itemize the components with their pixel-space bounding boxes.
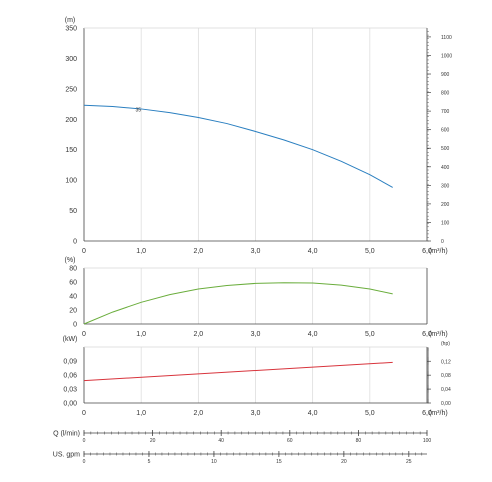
series-line	[83, 361, 393, 382]
y-axis-unit: (kW)	[63, 336, 78, 343]
x-tick-label: 6,0	[422, 410, 432, 417]
series-label: 35	[136, 107, 142, 113]
flow-tick-label: 10	[211, 459, 217, 465]
y2-tick-label: 0,08	[441, 373, 451, 379]
x-tick-label: 1,0	[136, 248, 146, 255]
x-tick-label: 3,0	[251, 248, 261, 255]
y-tick-label: 150	[65, 147, 77, 154]
y-tick-label: 20	[69, 308, 77, 315]
y2-tick-label: 500	[441, 146, 450, 152]
y-tick-label: 50	[69, 208, 77, 215]
flow-tick-label: 20	[341, 459, 347, 465]
x-tick-label: 2,0	[193, 410, 203, 417]
x-tick-label: 6,0	[422, 248, 432, 255]
flow-tick-label: 20	[150, 438, 156, 444]
x-tick-label: 0	[82, 248, 86, 255]
y2-tick-label: 0	[441, 239, 444, 245]
x-tick-label: 4,0	[308, 248, 318, 255]
y-tick-label: 200	[65, 117, 77, 124]
flow-tick-label: 0	[83, 438, 86, 444]
flow-tick-label: 80	[356, 438, 362, 444]
series-line	[83, 282, 393, 325]
x-tick-label: 0	[82, 331, 86, 338]
x-tick-label: 1,0	[136, 410, 146, 417]
y2-tick-label: 600	[441, 128, 450, 134]
efficiency-panel: 0 1,0 2,0 3,0 4,0 5,0 6,0 80 60 40 20 0 (m³/h) (%)	[65, 257, 448, 338]
x-axis-unit: (m³/h)	[429, 248, 448, 255]
y-tick-label: 100	[65, 178, 77, 185]
y2-tick-label: 0,12	[441, 359, 451, 365]
x-tick-label: 1,0	[136, 331, 146, 338]
flow-tick-label: 25	[406, 459, 412, 465]
x-tick-label: 3,0	[251, 331, 261, 338]
y2-tick-label: 1100	[441, 35, 452, 41]
flow-tick-label: 0	[83, 459, 86, 465]
x-tick-label: 2,0	[193, 331, 203, 338]
y-tick-label: 0	[73, 322, 77, 329]
x-tick-label: 5,0	[365, 331, 375, 338]
y-tick-label: 0,09	[63, 359, 77, 366]
flow-tick-label: 100	[423, 438, 432, 444]
y-tick-label: 350	[65, 26, 77, 33]
x-tick-label: 0	[82, 410, 86, 417]
y2-tick-label: 300	[441, 183, 450, 189]
y-tick-label: 250	[65, 86, 77, 93]
flow-tick-label: 15	[276, 459, 282, 465]
y2-tick-label: 0,00	[441, 401, 451, 407]
y-tick-label: 0,06	[63, 373, 77, 380]
flow-tick-label: 5	[148, 459, 151, 465]
y-tick-label: 0,00	[63, 401, 77, 408]
y2-tick-label: 400	[441, 165, 450, 171]
y2-tick-label: 200	[441, 202, 450, 208]
y-tick-label: 300	[65, 56, 77, 63]
y2-tick-label: 800	[441, 91, 450, 97]
series-line	[83, 104, 393, 188]
flow-tick-label: 60	[287, 438, 293, 444]
x-axis-unit: (m³/h)	[429, 410, 448, 417]
x-tick-label: 4,0	[308, 331, 318, 338]
flow-axis-label: Q (l/min)	[53, 431, 80, 438]
y2-tick-label: 900	[441, 72, 450, 78]
y-tick-label: 80	[69, 266, 77, 273]
x-tick-label: 2,0	[193, 248, 203, 255]
y2-tick-label: 0,04	[441, 387, 451, 393]
head-panel: 0 1,0 2,0 3,0 4,0 5,0 6,0350300250200150100500…	[65, 17, 453, 255]
x-tick-label: 4,0	[308, 410, 318, 417]
flow-tick-label: 40	[218, 438, 224, 444]
y-tick-label: 0	[73, 239, 77, 246]
flow-axis-label: US. gpm	[53, 452, 80, 459]
y2-tick-label: 100	[441, 220, 450, 226]
y2-tick-label: 1000	[441, 53, 452, 59]
power-panel: 0 1,0 2,0 3,0 4,0 5,0 6,0 0,09 0,06 0,03 0,00 (m³/h…	[63, 336, 451, 417]
y-tick-label: 60	[69, 280, 77, 287]
x-tick-label: 5,0	[365, 410, 375, 417]
y-axis-unit: (m)	[65, 17, 76, 24]
x-axis-unit: (m³/h)	[429, 331, 448, 338]
x-tick-label: 6,0	[422, 331, 432, 338]
y2-axis-unit: (hp)	[441, 341, 450, 347]
y2-tick-label: 700	[441, 109, 450, 115]
y-tick-label: 40	[69, 294, 77, 301]
x-tick-label: 5,0	[365, 248, 375, 255]
x-tick-label: 3,0	[251, 410, 261, 417]
y-tick-label: 0,03	[63, 387, 77, 394]
y-axis-unit: (%)	[65, 257, 76, 264]
